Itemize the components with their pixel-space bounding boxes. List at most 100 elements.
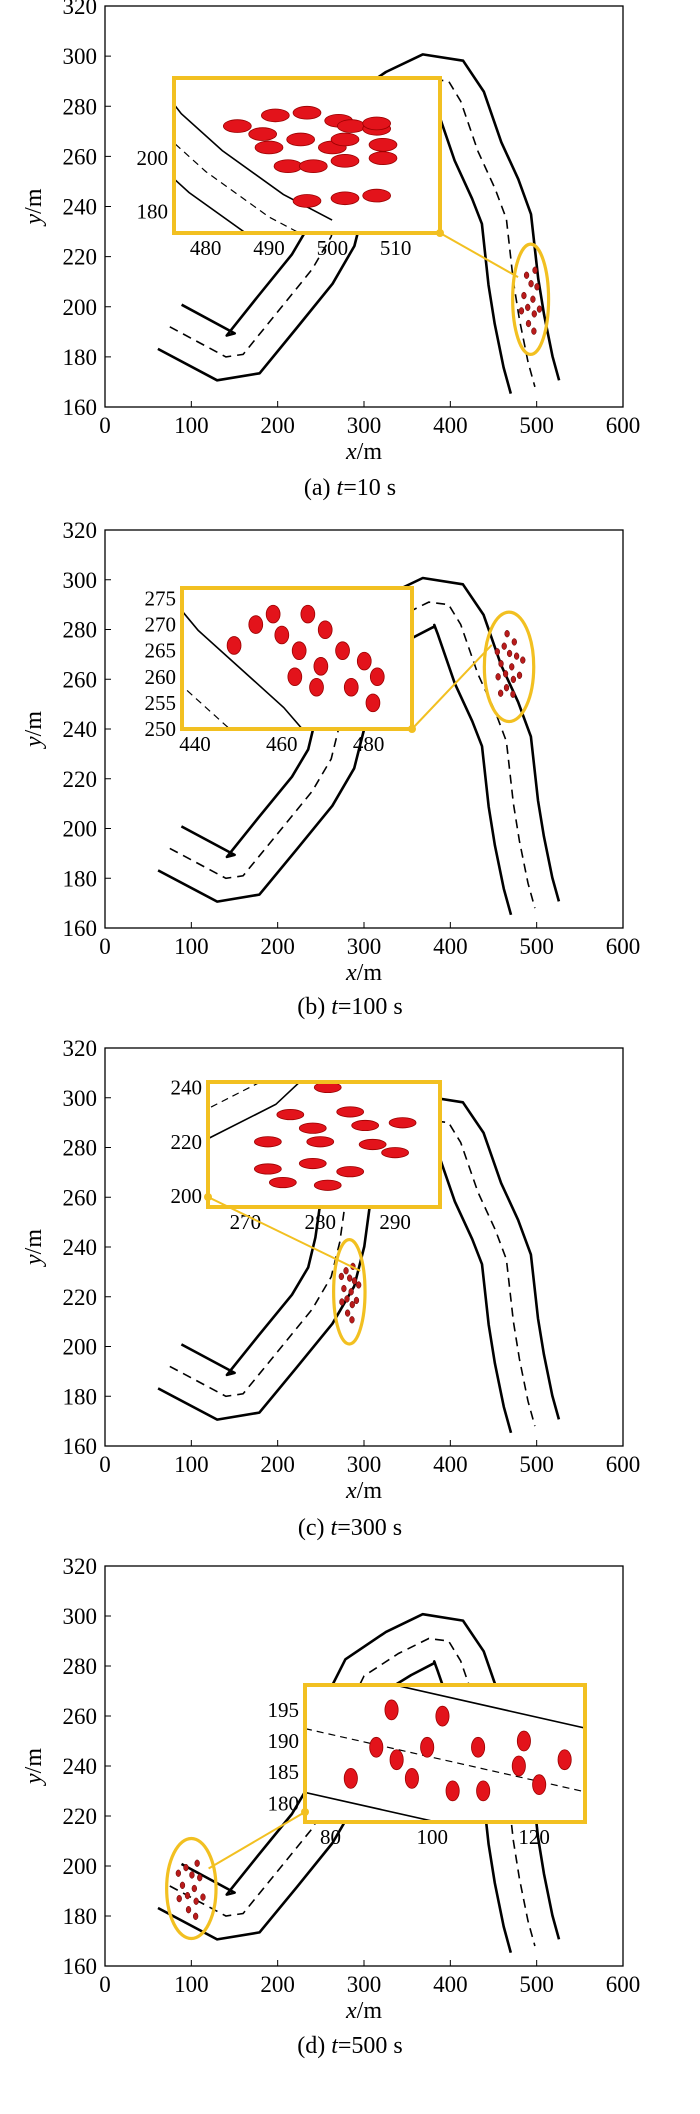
platoon-vehicle (347, 1274, 353, 1282)
inset-y-tick-label: 255 (145, 691, 177, 715)
vehicle-marker (369, 667, 385, 687)
caption-value: =10 s (343, 475, 396, 501)
inset-frame (180, 586, 414, 731)
platoon-marker (511, 242, 551, 356)
platoon-vehicle (531, 327, 537, 335)
vehicle-marker (330, 154, 360, 168)
vehicle-marker (337, 119, 366, 133)
vehicle-marker (254, 1136, 282, 1148)
inset-y-tick-label: 200 (171, 1184, 203, 1208)
zoom-arrow (439, 232, 519, 279)
zoom-arrow (411, 644, 493, 730)
x-axis-label-unit: /m (357, 1998, 383, 2024)
x-tick-label: 400 (433, 1972, 468, 1997)
y-tick-label: 220 (63, 1804, 98, 1829)
vehicle-marker (435, 1705, 450, 1727)
inset-y-tick-label: 270 (145, 613, 177, 637)
x-axis-label-unit: /m (357, 1478, 383, 1504)
platoon-vehicle (498, 689, 504, 697)
inset-y-tick-label: 275 (145, 586, 177, 610)
platoon-vehicle (175, 1869, 181, 1877)
y-tick-label: 220 (63, 1285, 98, 1310)
caption-value: =300 s (337, 1515, 402, 1541)
inset-x-tick-label: 290 (379, 1210, 411, 1234)
y-tick-label: 300 (63, 1604, 98, 1629)
y-axis-label-unit: /m (21, 1748, 47, 1774)
inset-y-tick-label: 220 (171, 1130, 203, 1154)
platoon-vehicle (193, 1897, 199, 1905)
y-axis-label-unit: /m (21, 1229, 47, 1255)
inset-content (305, 1685, 585, 1822)
platoon-vehicle (513, 652, 520, 660)
inset-frame (172, 76, 442, 235)
platoon-vehicle (516, 671, 523, 679)
y-tick-label: 240 (63, 195, 98, 220)
y-tick-label: 300 (63, 44, 98, 69)
inset-x-tick-label: 120 (518, 1825, 550, 1849)
platoon-vehicle (518, 307, 525, 315)
y-tick-label: 260 (63, 667, 98, 692)
platoon-vehicle (525, 319, 532, 328)
x-tick-label: 600 (606, 1972, 641, 1997)
x-tick-label: 100 (174, 1452, 209, 1477)
platoon-vehicle (191, 1884, 197, 1893)
inset-x-tick-label: 480 (353, 732, 385, 756)
vehicle-marker (343, 1768, 358, 1789)
y-tick-label: 320 (63, 0, 98, 19)
vehicle-marker (222, 119, 252, 133)
x-tick-label: 300 (347, 1972, 382, 1997)
x-tick-label: 100 (174, 413, 209, 438)
inset-x-tick-label: 270 (230, 1210, 262, 1234)
platoon-vehicle (509, 663, 515, 671)
x-tick-label: 0 (99, 1972, 111, 1997)
inset-frame (303, 1683, 587, 1824)
y-tick-label: 280 (63, 1654, 98, 1679)
platoon-vehicle (348, 1288, 354, 1296)
inset-x-tick-label: 510 (380, 236, 412, 260)
zoom-arrow-head (436, 229, 444, 237)
y-axis-label-var: y (21, 1254, 47, 1267)
inset: 80 100 120 180 185 190 195 (268, 1683, 587, 1849)
platoon-vehicle (200, 1893, 206, 1901)
y-axis-label-var: y (21, 1773, 47, 1786)
y-tick-label: 160 (63, 1954, 98, 1979)
y-tick-label: 200 (63, 817, 98, 842)
platoon-vehicle (351, 1277, 358, 1285)
platoon-vehicle (510, 675, 517, 684)
y-tick-label: 160 (63, 916, 98, 941)
platoon-vehicle (344, 1295, 350, 1303)
platoon-vehicle (510, 690, 516, 698)
x-tick-label: 600 (606, 934, 641, 959)
chart-panel-c: 0 100 200 300 400 500 600 160 180 200 220 240 260 280… (21, 1036, 641, 1541)
platoon-vehicle (189, 1871, 195, 1879)
caption-prefix: (d) (297, 2033, 331, 2059)
platoon-marker (482, 610, 536, 724)
vehicle-marker (384, 1699, 399, 1721)
inset-y-tick-label: 200 (137, 146, 169, 170)
platoon-vehicle (504, 630, 510, 638)
vehicle-marker (254, 140, 284, 155)
y-axis-label-unit: /m (21, 711, 47, 737)
inset-content (208, 1082, 417, 1191)
vehicle-marker (298, 1157, 327, 1170)
vehicle-marker (388, 1117, 417, 1129)
vehicle-marker (298, 1122, 327, 1134)
inset-x-tick-label: 440 (179, 732, 211, 756)
vehicle-marker (476, 1780, 491, 1802)
vehicle-marker (516, 1730, 531, 1752)
vehicle-marker (248, 615, 264, 634)
x-tick-label: 600 (606, 1452, 641, 1477)
y-tick-label: 160 (63, 395, 98, 420)
y-axis-label: y/m (21, 188, 47, 226)
platoon-vehicle (338, 1272, 345, 1281)
platoon-vehicle (194, 1859, 200, 1867)
x-tick-label: 500 (519, 1972, 554, 1997)
vehicle-marker (261, 108, 290, 123)
vehicle-marker (286, 132, 316, 147)
inset-x-tick-label: 490 (253, 236, 285, 260)
platoon-vehicle (343, 1267, 349, 1275)
inset-content (182, 604, 385, 729)
platoon-vehicle (494, 648, 500, 656)
inset-y-tick-label: 180 (268, 1791, 300, 1815)
